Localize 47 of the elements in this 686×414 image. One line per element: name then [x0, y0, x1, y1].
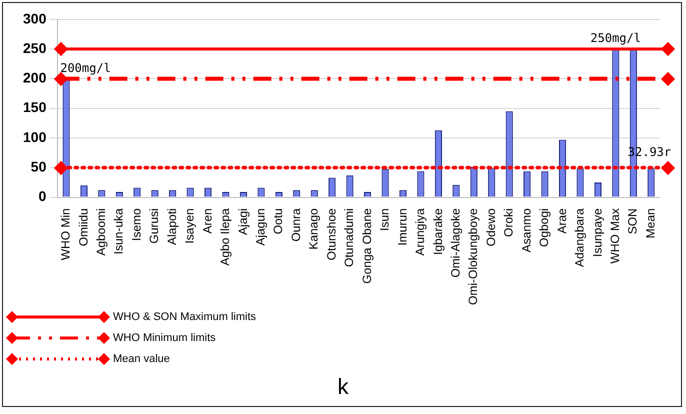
x-tick-label: WHO Max [608, 208, 622, 264]
x-tick-label: Ogbogi [537, 208, 552, 247]
x-tick-label: Ajagi [236, 208, 250, 235]
x-tick-label: SON [626, 208, 640, 234]
x-tick-label: Kanago [306, 208, 321, 250]
x-tick-label: Mean [643, 208, 658, 238]
x-tick-label: WHO Min [58, 208, 73, 260]
x-tick-label: Gonga Obane [360, 208, 374, 284]
x-tick-label: Arae [554, 208, 569, 234]
y-tick-label: 50 [30, 158, 47, 174]
y-tick-label: 0 [38, 188, 47, 204]
x-tick-label: Otunshoe [324, 208, 338, 260]
legend-label: Mean value [113, 352, 170, 364]
x-tick-label: Ootu [271, 208, 286, 234]
x-tick-label: Ounra [288, 208, 303, 242]
y-tick-label: 250 [23, 40, 47, 56]
x-tick-label: Agboomi [94, 208, 108, 256]
x-tick-label: Aren [200, 208, 214, 234]
x-tick-label: Ajagun [254, 208, 268, 246]
x-tick-label: Odewo [484, 208, 498, 246]
x-tick-label: Adangbara [572, 208, 587, 268]
x-tick-label: Isunpaye [590, 208, 604, 257]
legend-label: WHO Minimum limits [113, 332, 216, 344]
x-tick-label: Isun [378, 208, 392, 231]
annotation: 250mg/l [590, 31, 641, 46]
y-tick-label: 150 [23, 99, 47, 116]
x-tick-label: Omi-Olokungboye [466, 208, 480, 306]
x-tick-label: Isun-uka [112, 208, 126, 254]
x-tick-label: Gurusi [147, 208, 162, 244]
x-tick-label: Omiidu [76, 208, 90, 246]
text: k [336, 374, 350, 400]
x-tick-label: Imurun [395, 208, 410, 246]
x-tick-label: Otunadumi [342, 208, 356, 267]
x-tick-label: Isemo [129, 208, 144, 241]
x-tick-label: Asanmo [519, 208, 534, 252]
y-tick-label: 300 [23, 10, 47, 26]
y-tick-label: 200 [23, 70, 47, 86]
legend-label: WHO & SON Maximum limits [113, 310, 256, 322]
x-tick-label: Igbarake [430, 208, 445, 255]
x-tick-label: Alapoti [164, 208, 179, 245]
x-tick-label: Arungiya [413, 208, 428, 256]
x-tick-label: Omi-Alagoke [448, 208, 462, 278]
y-tick-label: 100 [23, 128, 47, 145]
x-tick-label: Oroki [502, 208, 516, 237]
x-tick-label: Isayen [182, 208, 197, 244]
x-tick-label: Agbo Ilepa [218, 208, 232, 266]
annotation: 200mg/l [60, 60, 111, 75]
